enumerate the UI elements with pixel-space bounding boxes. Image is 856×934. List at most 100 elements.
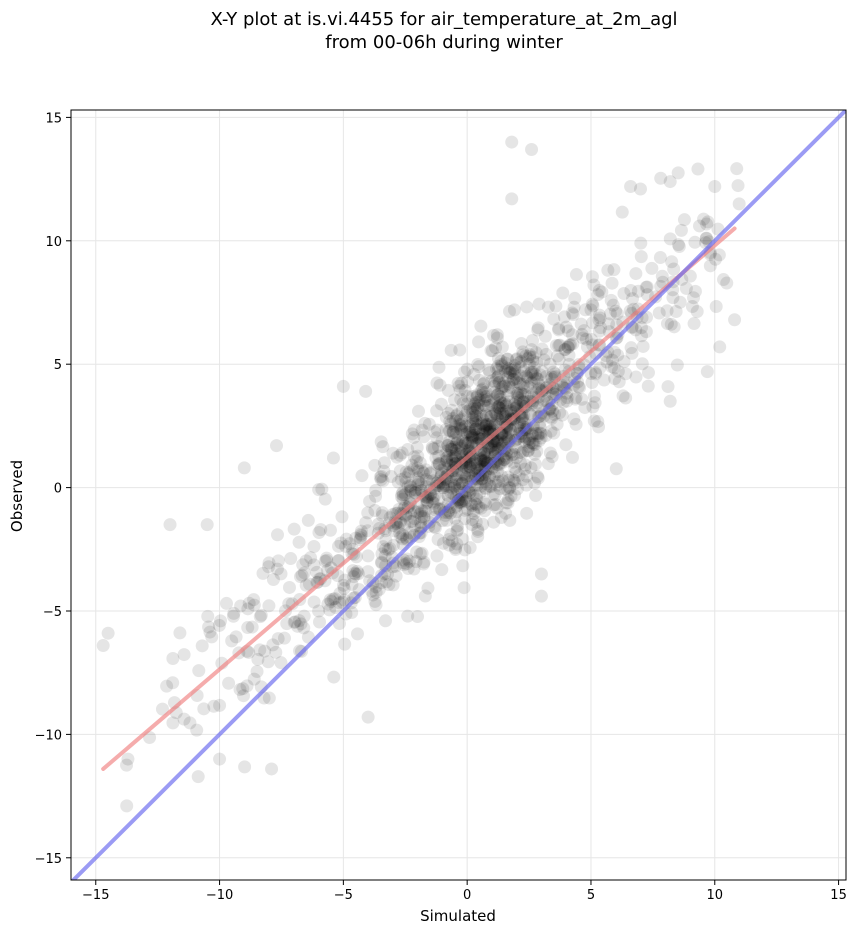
scatter-point [430, 423, 444, 437]
scatter-point [379, 533, 393, 547]
scatter-point [605, 276, 619, 290]
scatter-point [592, 420, 606, 434]
scatter-point [513, 446, 527, 460]
scatter-point [478, 481, 492, 495]
scatter-point [292, 614, 306, 628]
scatter-point [457, 581, 471, 595]
scatter-point [467, 402, 481, 416]
scatter-point [483, 479, 497, 493]
scatter-point [560, 394, 574, 408]
x-tick-label: −5 [334, 888, 353, 903]
scatter-point [396, 485, 410, 499]
scatter-point [438, 479, 452, 493]
scatter-point [435, 563, 449, 577]
scatter-point [473, 393, 487, 407]
scatter-point [394, 530, 408, 544]
scatter-point [487, 379, 501, 393]
scatter-point [469, 515, 483, 529]
scatter-point [505, 363, 519, 377]
scatter-point [304, 551, 318, 565]
scatter-point [488, 405, 502, 419]
scatter-point [361, 710, 375, 724]
scatter-point [448, 414, 462, 428]
scatter-point [368, 594, 382, 608]
scatter-point [395, 446, 409, 460]
scatter-point [641, 379, 655, 393]
scatter-point [667, 262, 681, 276]
scatter-point [455, 404, 469, 418]
scatter-point [608, 345, 622, 359]
scatter-point [665, 255, 679, 269]
scatter-point [442, 538, 456, 552]
scatter-point [307, 558, 321, 572]
scatter-point [516, 387, 530, 401]
scatter-point [461, 374, 475, 388]
scatter-point [432, 449, 446, 463]
scatter-point [297, 621, 311, 635]
scatter-point [516, 473, 530, 487]
scatter-point [236, 682, 250, 696]
scatter-point [190, 723, 204, 737]
scatter-point [435, 463, 449, 477]
scatter-point [586, 316, 600, 330]
scatter-point [354, 531, 368, 545]
scatter-point [241, 602, 255, 616]
reference-lines [71, 110, 846, 880]
scatter-point [478, 459, 492, 473]
scatter-point [488, 417, 502, 431]
scatter-point [465, 390, 479, 404]
scatter-point [709, 299, 723, 313]
scatter-point [496, 474, 510, 488]
scatter-point [569, 268, 583, 282]
scatter-point [256, 566, 270, 580]
scatter-point [394, 490, 408, 504]
scatter-point [474, 479, 488, 493]
scatter-point [503, 480, 517, 494]
scatter-point [541, 457, 555, 471]
scatter-point [220, 596, 234, 610]
scatter-point [299, 554, 313, 568]
scatter-point [488, 385, 502, 399]
scatter-point [673, 295, 687, 309]
scatter-point [262, 560, 276, 574]
scatter-point [468, 404, 482, 418]
scatter-point [470, 461, 484, 475]
scatter-point [468, 469, 482, 483]
scatter-point [439, 423, 453, 437]
scatter-point [530, 470, 544, 484]
scatter-point [226, 609, 240, 623]
scatter-point [520, 370, 534, 384]
scatter-point [466, 402, 480, 416]
scatter-point [529, 489, 543, 503]
scatter-point [500, 388, 514, 402]
scatter-point [335, 510, 349, 524]
scatter-point [477, 495, 491, 509]
x-tick-label: 0 [463, 888, 471, 903]
scatter-point [557, 310, 571, 324]
scatter-point [247, 672, 261, 686]
scatter-point [639, 280, 653, 294]
scatter-point [485, 398, 499, 412]
scatter-point [503, 513, 517, 527]
scatter-point [564, 338, 578, 352]
scatter-point [490, 331, 504, 345]
scatter-point [395, 487, 409, 501]
scatter-point [201, 609, 215, 623]
y-tick-label: 10 [45, 235, 62, 250]
scatter-point [458, 383, 472, 397]
scatter-point [528, 447, 542, 461]
scatter-point [467, 431, 481, 445]
scatter-point [444, 343, 458, 357]
scatter-point [464, 428, 478, 442]
scatter-point [396, 488, 410, 502]
scatter-point [445, 452, 459, 466]
scatter-point [687, 317, 701, 331]
scatter-point [534, 427, 548, 441]
scatter-point [407, 450, 421, 464]
scatter-point [460, 362, 474, 376]
scatter-point [428, 425, 442, 439]
scatter-point [376, 474, 390, 488]
scatter-point [261, 655, 275, 669]
scatter-point [478, 394, 492, 408]
scatter-point [654, 171, 668, 185]
